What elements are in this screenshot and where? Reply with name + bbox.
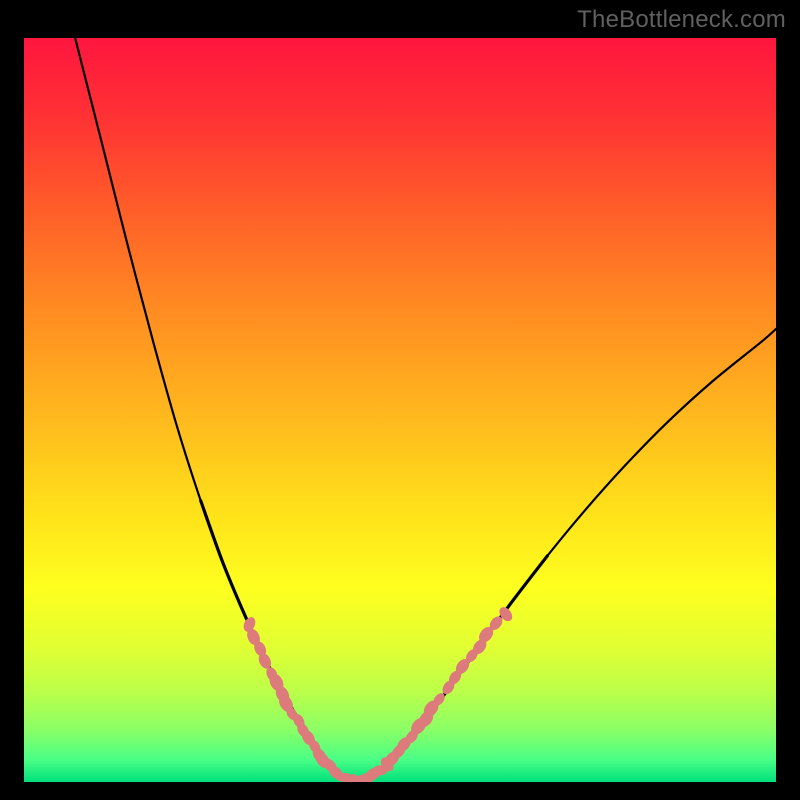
plot-svg (24, 38, 776, 782)
chart-container: TheBottleneck.com (0, 0, 800, 800)
gradient-background (24, 38, 776, 782)
plot-area (24, 38, 776, 782)
watermark-text: TheBottleneck.com (577, 6, 786, 34)
